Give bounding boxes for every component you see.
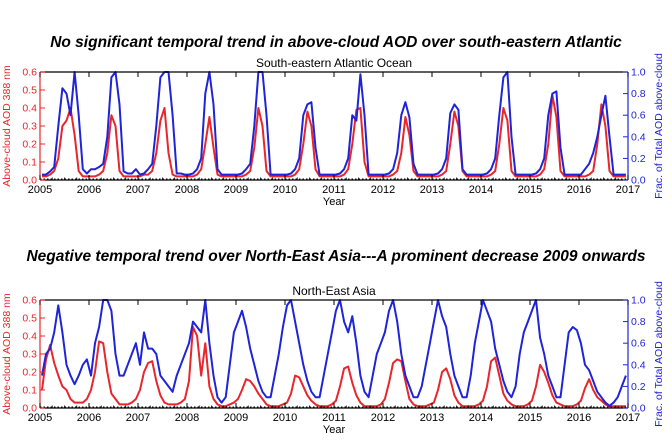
x-tick-label: 2015	[518, 412, 542, 424]
right-y-tick-label: 0.2	[631, 381, 646, 393]
x-tick-label: 2017	[616, 184, 640, 196]
x-tick-label: 2011	[322, 184, 346, 196]
right-y-tick-label: 0.2	[631, 153, 646, 165]
x-tick-label: 2008	[175, 412, 199, 424]
left-y-tick-label: 0.4	[22, 103, 37, 115]
left-y-axis-label: Above-cloud AOD 388 nm	[1, 293, 13, 415]
left-y-tick-label: 0.6	[22, 67, 37, 79]
left-y-tick-label: 0.4	[22, 331, 37, 343]
series-line-fraction-above-cloud	[41, 299, 627, 407]
x-tick-label: 2012	[371, 184, 395, 196]
x-tick-label: 2010	[273, 184, 297, 196]
chart-title: North-East Asia	[292, 284, 376, 298]
x-tick-label: 2006	[77, 184, 101, 196]
x-tick-label: 2008	[175, 184, 199, 196]
left-y-tick-label: 0.3	[22, 121, 37, 133]
left-y-tick-label: 0.6	[22, 295, 37, 307]
chart-south-eastern-atlantic: South-eastern Atlantic Ocean 2005 2006 2007…	[1, 53, 665, 208]
x-tick-label: 2007	[126, 184, 150, 196]
x-tick-label: 2005	[28, 412, 52, 424]
right-y-axis-label: Frac. of Total AOD above-cloud	[653, 53, 665, 199]
left-y-tick-label: 0.5	[22, 85, 37, 97]
right-y-tick-label: 1.0	[631, 67, 646, 79]
x-tick-label: 2016	[567, 412, 591, 424]
right-y-tick-label: 1.0	[631, 295, 646, 307]
chart-title: South-eastern Atlantic Ocean	[256, 56, 412, 70]
x-tick-label: 2011	[322, 412, 346, 424]
x-tick-label: 2013	[420, 412, 444, 424]
chart-north-east-asia: North-East Asia 2005 2006 2007 2008 2009 2010 2…	[1, 281, 665, 436]
right-y-tick-label: 0.6	[631, 110, 646, 122]
x-tick-label: 2014	[469, 412, 493, 424]
left-y-tick-label: 0.1	[22, 385, 37, 397]
x-tick-label: 2005	[28, 184, 52, 196]
left-y-tick-label: 0.3	[22, 349, 37, 361]
x-tick-label: 2017	[616, 412, 640, 424]
right-y-tick-label: 0.8	[631, 316, 646, 328]
x-tick-label: 2009	[224, 412, 248, 424]
x-tick-label: 2007	[126, 412, 150, 424]
right-y-tick-label: 0.0	[631, 403, 646, 415]
x-tick-label: 2009	[224, 184, 248, 196]
right-y-tick-label: 0.4	[631, 359, 646, 371]
series-line-above-cloud-aod	[41, 326, 626, 408]
left-y-tick-label: 0.2	[22, 367, 37, 379]
x-tick-label: 2012	[371, 412, 395, 424]
x-axis-label: Year	[323, 196, 346, 208]
x-axis-label: Year	[323, 424, 346, 436]
right-y-tick-label: 0.6	[631, 338, 646, 350]
right-y-axis-label: Frac. of Total AOD above-cloud	[653, 281, 665, 427]
left-y-tick-label: 0.0	[22, 175, 37, 187]
left-y-axis-label: Above-cloud AOD 388 nm	[1, 65, 13, 187]
right-y-tick-label: 0.4	[631, 131, 646, 143]
x-tick-label: 2010	[273, 412, 297, 424]
x-tick-label: 2006	[77, 412, 101, 424]
headline-top: No significant temporal trend in above-c…	[50, 34, 622, 51]
series-line-fraction-above-cloud	[42, 71, 626, 176]
x-tick-label: 2016	[567, 184, 591, 196]
right-y-tick-label: 0.8	[631, 88, 646, 100]
headline-bottom: Negative temporal trend over North-East …	[26, 248, 646, 265]
right-y-tick-label: 0.0	[631, 175, 646, 187]
x-tick-label: 2013	[420, 184, 444, 196]
left-y-tick-label: 0.5	[22, 313, 37, 325]
x-tick-label: 2014	[469, 184, 493, 196]
left-y-tick-label: 0.0	[22, 403, 37, 415]
left-y-tick-label: 0.2	[22, 139, 37, 151]
series-line-above-cloud-aod	[42, 94, 626, 178]
left-y-tick-label: 0.1	[22, 157, 37, 169]
x-tick-label: 2015	[518, 184, 542, 196]
